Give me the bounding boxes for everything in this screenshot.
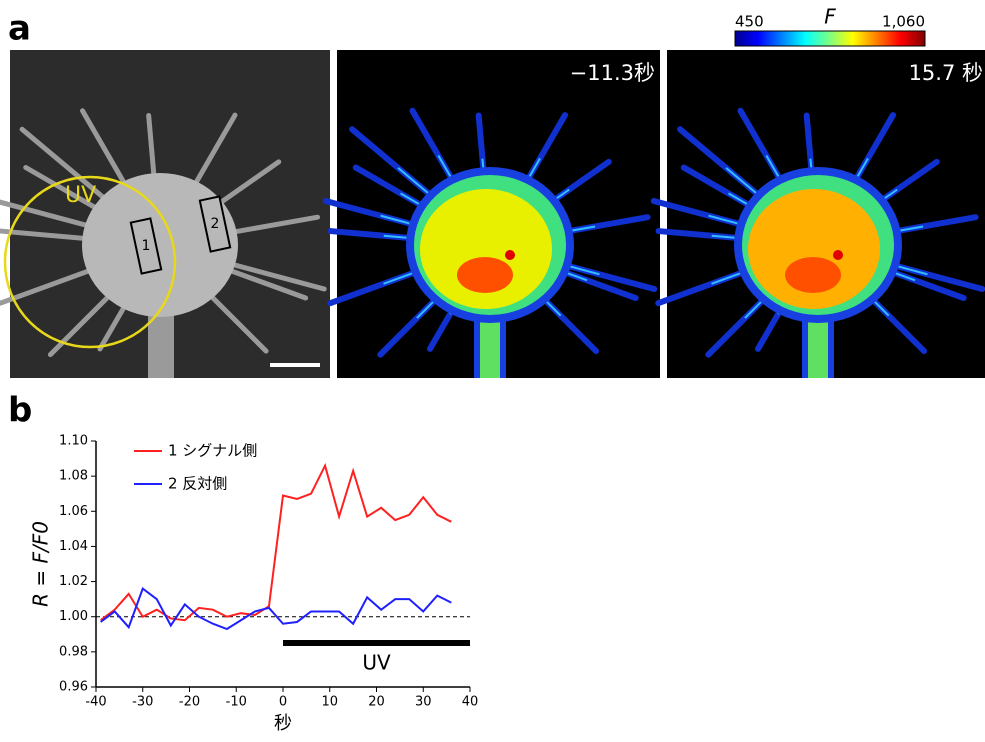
time-label: −11.3秒 — [570, 61, 655, 85]
hot-spot — [833, 250, 843, 260]
y-tick-label: 0.96 — [59, 680, 88, 695]
hot-spot — [785, 257, 841, 293]
x-tick-label: 40 — [462, 695, 479, 710]
y-tick-label: 1.02 — [59, 574, 88, 589]
x-tick-label: -10 — [226, 695, 247, 710]
colorbar-label: F — [824, 5, 836, 29]
x-tick-label: 10 — [321, 695, 338, 710]
uv-label: UV — [362, 651, 391, 675]
colorbar — [735, 31, 925, 46]
x-tick-label: 0 — [279, 695, 287, 710]
line-series — [101, 589, 452, 629]
y-tick-label: 1.06 — [59, 504, 88, 519]
x-tick-label: -40 — [85, 695, 106, 710]
x-tick-label: 30 — [415, 695, 432, 710]
roi-label: 1 — [142, 238, 151, 254]
y-tick-label: 1.10 — [59, 434, 88, 449]
x-tick-label: 20 — [368, 695, 385, 710]
y-axis-label: R = F/F0 — [29, 521, 53, 607]
y-tick-label: 0.98 — [59, 644, 88, 659]
legend-label: 2 反対側 — [168, 475, 227, 493]
x-tick-label: -20 — [179, 695, 200, 710]
roi-label: 2 — [211, 216, 220, 232]
x-tick-label: -30 — [132, 695, 153, 710]
y-tick-label: 1.04 — [59, 539, 88, 554]
panel-label: b — [8, 391, 32, 431]
colorbar-tick-label: 1,060 — [882, 13, 925, 31]
legend-label: 1 シグナル側 — [168, 442, 257, 460]
hot-spot — [505, 250, 515, 260]
x-axis-label: 秒 — [274, 713, 292, 734]
panel-label: a — [8, 9, 31, 49]
time-label: 15.7 秒 — [909, 61, 983, 85]
y-tick-label: 1.00 — [59, 609, 88, 624]
y-tick-label: 1.08 — [59, 469, 88, 484]
figure: a UV 1 2 −11.3秒 15.7 秒 F 450 1,060 b R = … — [0, 0, 985, 742]
cell-body — [82, 173, 238, 317]
colorbar-tick-label: 450 — [735, 13, 764, 31]
hot-spot — [457, 257, 513, 293]
uv-label: UV — [65, 183, 96, 208]
